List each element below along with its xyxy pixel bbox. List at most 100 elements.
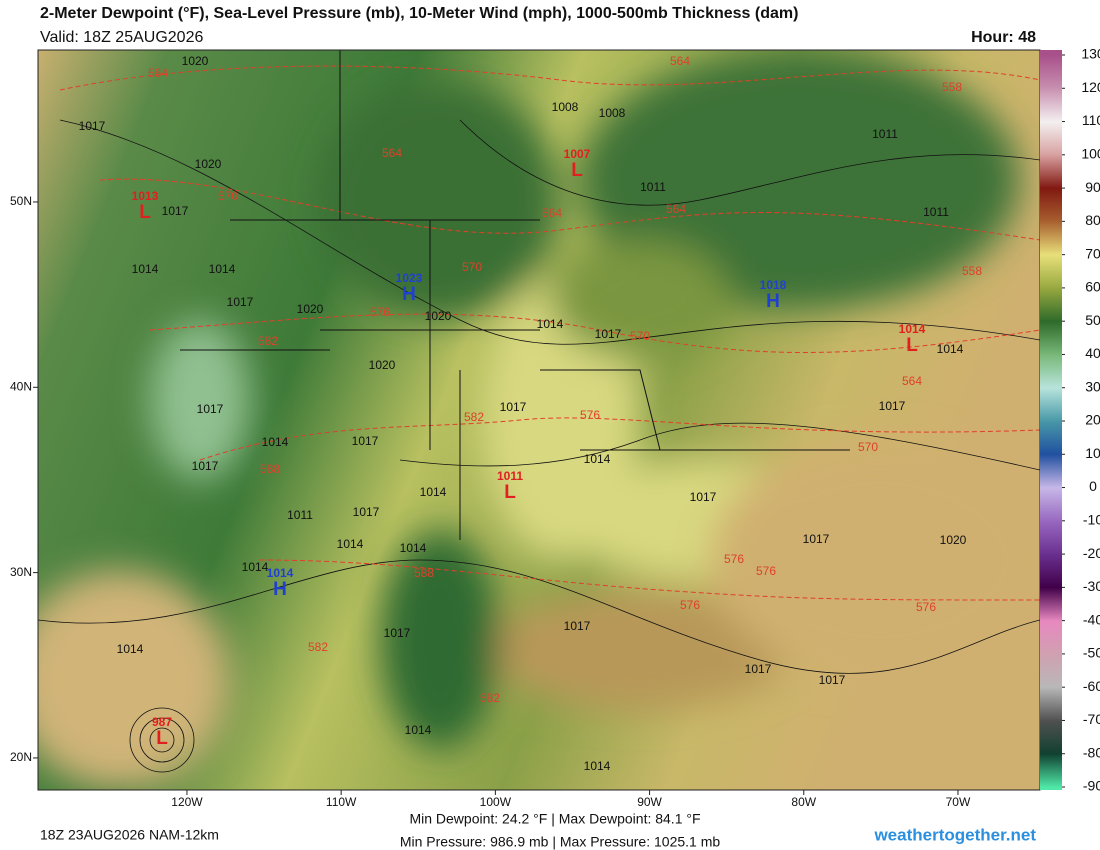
isobar-label: 1017 [803,532,830,546]
center-letter: L [906,335,918,356]
colorbar-tail [1040,787,1062,790]
lon-tick-label: 70W [946,795,971,809]
isobar-label: 1014 [337,537,364,551]
isobar-label: 1017 [564,619,591,633]
colorbar-tick-label: -60 [1083,678,1100,694]
isobar-label: 1017 [162,204,189,218]
center-letter: H [402,284,416,305]
colorbar-segment [1040,354,1062,389]
isobar-label: 1008 [599,106,626,120]
thickness-label: 564 [902,374,922,388]
thickness-label: 582 [480,691,500,705]
colorbar-tick-label: -50 [1083,645,1100,661]
isobar-label: 1014 [117,642,144,656]
thickness-label: 576 [724,552,744,566]
isobar-label: 1017 [197,402,224,416]
thickness-label: 558 [942,80,962,94]
colorbar-segment [1040,454,1062,489]
colorbar-segment [1040,121,1062,156]
colorbar-tick-label: -90 [1083,778,1100,794]
colorbar-tick-label: 30 [1085,378,1100,394]
thickness-label: 576 [916,600,936,614]
colorbar-segment [1040,620,1062,655]
colorbar-segment [1040,88,1062,123]
thickness-label: 582 [308,640,328,654]
lon-tick-label: 90W [637,795,662,809]
thickness-label: 570 [462,260,482,274]
colorbar-tick-label: 90 [1085,179,1100,195]
colorbar-segment [1040,753,1062,788]
thickness-label: 576 [370,305,390,319]
thickness-label: 570 [858,440,878,454]
center-value: 1018 [760,278,787,292]
isobar-label: 1017 [192,459,219,473]
thickness-label: 582 [258,334,278,348]
center-value: 987 [152,715,172,729]
lon-tick-label: 80W [791,795,816,809]
isobar-label: 1017 [352,434,379,448]
pressure-range: Min Pressure: 986.9 mb | Max Pressure: 1… [400,834,721,850]
thickness-label: 564 [670,54,690,68]
center-letter: L [504,482,516,503]
forecast-hour: Hour: 48 [971,29,1036,46]
lon-tick-label: 100W [480,795,512,809]
isobar-label: 1020 [369,358,396,372]
thickness-label: 564 [666,202,686,216]
colorbar-segment [1040,554,1062,588]
colorbar-segment [1040,587,1062,622]
colorbar-segment [1040,520,1062,555]
isobar-label: 1017 [79,119,106,133]
isobar-label: 1017 [879,399,906,413]
thickness-label: 564 [542,206,562,220]
isobar-label: 1014 [420,485,447,499]
isobar-label: 1011 [872,127,898,141]
center-letter: H [273,579,287,600]
isobar-label: 1017 [500,400,527,414]
colorbar-segment [1040,254,1062,289]
colorbar-segment [1040,287,1062,322]
colorbar-tick-label: 10 [1085,445,1100,461]
colorbar-tick-label: 130 [1081,46,1100,62]
isobar-label: 1014 [262,435,289,449]
colorbar-segment [1040,154,1062,189]
dewpoint-range: Min Dewpoint: 24.2 °F | Max Dewpoint: 84… [409,811,700,827]
center-letter: L [156,728,168,749]
colorbar-tick-label: 100 [1081,146,1100,162]
colorbar-segment [1040,421,1062,455]
colorbar-tick-label: -30 [1083,578,1100,594]
thickness-label: 588 [414,566,434,580]
center-value: 1013 [132,189,159,203]
isobar-label: 1014 [132,262,159,276]
thickness-label: 558 [962,264,982,278]
thickness-label: 564 [148,66,168,80]
isobar-label: 1008 [552,100,579,114]
thickness-label: 582 [464,410,484,424]
colorbar-tick-label: 40 [1085,345,1100,361]
isobar-label: 1011 [287,508,313,522]
isobar-label: 1017 [819,673,846,687]
colorbar-segment [1040,55,1062,89]
colorbar-tick-label: 70 [1085,245,1100,261]
thickness-label: 564 [382,146,402,160]
isobar-label: 1020 [195,157,222,171]
colorbar-tick-label: -20 [1083,545,1100,561]
lat-tick-label: 20N [10,750,32,764]
isobar-label: 1020 [182,54,209,68]
center-value: 1014 [267,566,294,580]
colorbar-tick-label: 110 [1082,112,1100,128]
isobar-label: 1020 [425,309,452,323]
colorbar-segment [1040,221,1062,256]
lon-tick-label: 110W [326,795,357,809]
isobar-label: 1014 [584,759,611,773]
site-link[interactable]: weathertogether.net [873,825,1036,844]
thickness-label: 576 [580,408,600,422]
colorbar-tick-label: -10 [1083,512,1100,528]
isobar-label: 1017 [745,662,772,676]
thickness-label: 570 [218,189,238,203]
center-value: 1011 [497,469,523,483]
center-letter: H [766,291,780,312]
isobar-label: 1014 [242,560,269,574]
center-value: 1014 [899,322,926,336]
colorbar-tick-label: 60 [1085,279,1100,295]
